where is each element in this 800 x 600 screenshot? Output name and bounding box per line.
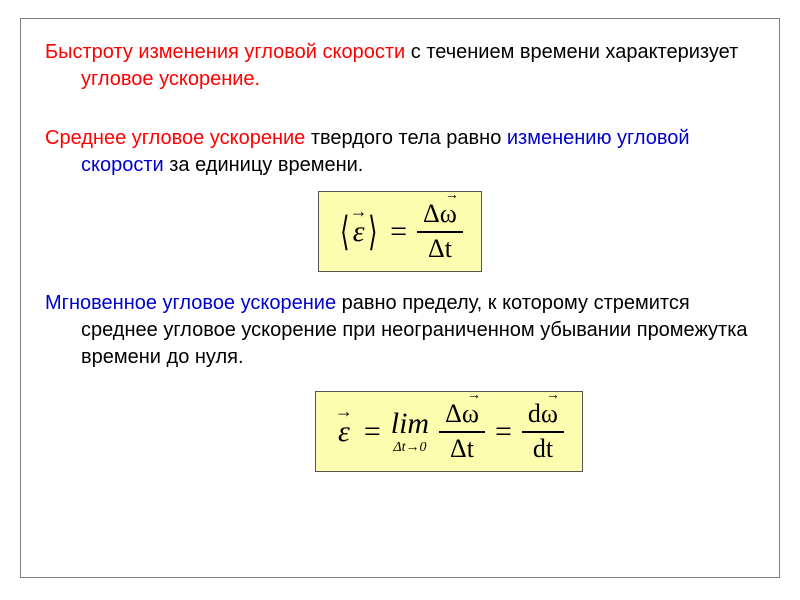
delta-symbol-3: Δ xyxy=(445,399,462,428)
denominator-2: Δt xyxy=(444,433,480,464)
p2-part2: твердого тела равно xyxy=(311,127,507,149)
p1-part3: угловое ускорение. xyxy=(81,68,260,90)
formula-1-wrap: ⟨ → ε ⟩ = Δ→ω Δt xyxy=(45,191,755,272)
p2-part1: Среднее угловое ускорение xyxy=(45,127,311,149)
p2-part4: за единицу времени. xyxy=(164,154,364,176)
angle-left-icon: ⟨ xyxy=(340,208,349,255)
omega-vector-3: →ω xyxy=(541,400,558,429)
formula-1-box: ⟨ → ε ⟩ = Δ→ω Δt xyxy=(318,191,482,272)
spacer xyxy=(45,105,755,125)
numerator-2: Δ→ω xyxy=(439,400,485,433)
slide-content-box: Быстроту изменения угловой скорости с те… xyxy=(20,18,780,578)
delta-symbol-4: Δ xyxy=(450,434,467,463)
t-symbol-3: t xyxy=(546,434,553,463)
delta-symbol-1: Δ xyxy=(423,199,440,228)
lim-zero: 0 xyxy=(419,440,426,455)
d-symbol-1: d xyxy=(528,399,541,428)
lim-subscript: Δt→0 xyxy=(393,441,426,455)
angle-right-icon: ⟩ xyxy=(368,208,377,255)
equals-sign: = xyxy=(390,215,407,249)
t-symbol: t xyxy=(445,234,452,263)
p1-part2: с течением времени характеризует xyxy=(405,41,738,63)
paragraph-2: Среднее угловое ускорение твердого тела … xyxy=(45,125,755,179)
lim-arrow-icon: → xyxy=(405,440,419,455)
epsilon-vector-2: → ε xyxy=(338,415,350,449)
t-symbol-2: t xyxy=(467,434,474,463)
fraction-2: Δ→ω Δt xyxy=(439,400,485,463)
fraction-3: d→ω dt xyxy=(522,400,564,463)
formula-2-box: → ε = lim Δt→0 Δ→ω Δt = d→ω dt xyxy=(315,391,583,472)
epsilon-vector: → ε xyxy=(353,215,365,249)
numerator-1: Δ→ω xyxy=(417,200,463,233)
limit-operator: lim Δt→0 xyxy=(391,409,429,455)
denominator-1: Δt xyxy=(422,233,458,264)
omega-vector: →ω xyxy=(440,200,457,229)
omega-vector-2: →ω xyxy=(462,400,479,429)
lim-text: lim xyxy=(391,409,429,439)
bracket-left: ⟨ → ε ⟩ xyxy=(337,208,380,255)
d-symbol-2: d xyxy=(533,434,546,463)
equals-sign-3: = xyxy=(495,415,512,449)
delta-symbol-2: Δ xyxy=(428,234,445,263)
denominator-3: dt xyxy=(527,433,559,464)
paragraph-1: Быстроту изменения угловой скорости с те… xyxy=(45,39,755,93)
fraction-1: Δ→ω Δt xyxy=(417,200,463,263)
equals-sign-2: = xyxy=(364,415,381,449)
lim-dt: Δt xyxy=(393,440,405,455)
vector-arrow-icon: → xyxy=(350,201,368,222)
numerator-3: d→ω xyxy=(522,400,564,433)
small-arrow-icon-3: → xyxy=(546,388,560,403)
vector-arrow-icon-2: → xyxy=(335,401,353,422)
p3-part1: Мгновенное угловое ускорение xyxy=(45,292,336,314)
paragraph-3: Мгновенное угловое ускорение равно преде… xyxy=(45,290,755,371)
p1-part1: Быстроту изменения угловой скорости xyxy=(45,41,405,63)
small-arrow-icon: → xyxy=(445,188,459,203)
small-arrow-icon-2: → xyxy=(467,388,481,403)
